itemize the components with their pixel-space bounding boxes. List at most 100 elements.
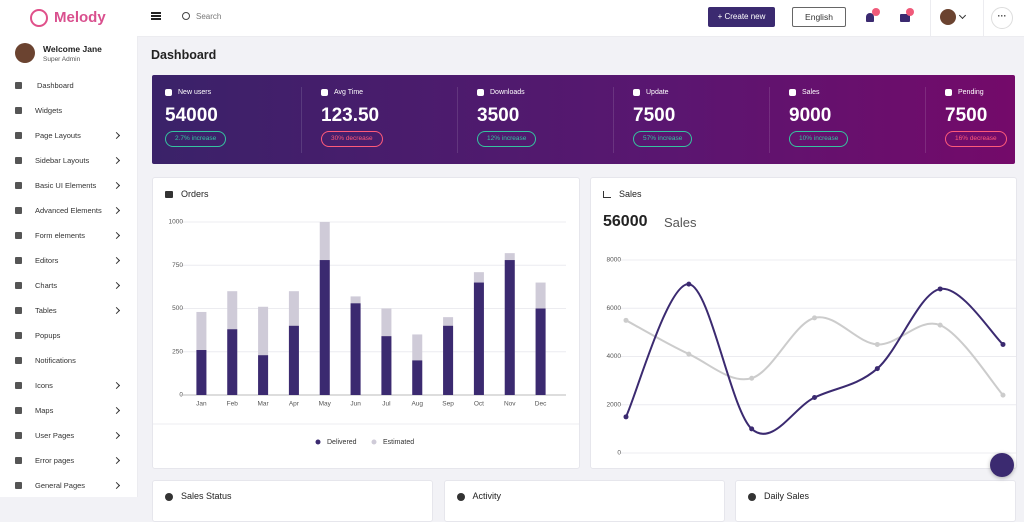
menu-icon: [15, 107, 22, 114]
y-tick-label: 2000: [607, 401, 622, 408]
menu-item[interactable]: Error pages: [0, 453, 137, 469]
menu-icon: [15, 232, 22, 239]
card-title: Orders: [181, 189, 209, 199]
x-tick-label: Jul: [382, 401, 391, 408]
bar: [258, 355, 269, 395]
stat-change: 12% increase: [477, 131, 537, 147]
divider: [983, 0, 984, 36]
menu-item[interactable]: Tables: [0, 303, 137, 319]
stat-label: Avg Time: [334, 89, 364, 96]
point: [1000, 392, 1006, 398]
menu-label: Advanced Elements: [35, 206, 102, 215]
bar: [288, 325, 299, 395]
search-input[interactable]: Search: [196, 12, 222, 21]
menu-item[interactable]: Charts: [0, 278, 137, 294]
menu-arrow: [112, 256, 121, 265]
menu-arrow: [112, 206, 121, 215]
menu-label: Form elements: [35, 231, 86, 240]
menu-item[interactable]: Page Layouts: [0, 128, 137, 144]
badge: [872, 8, 880, 16]
stat-value: 123.50: [321, 105, 380, 126]
menu-icon: [15, 282, 22, 289]
menu-item[interactable]: User Pages: [0, 428, 137, 444]
x-tick-label: Feb: [227, 401, 239, 408]
menu-item[interactable]: Popups: [0, 328, 137, 344]
logo-icon: [30, 9, 48, 27]
menu-arrow: [112, 181, 121, 190]
menu-item[interactable]: Icons: [0, 378, 137, 394]
menu-arrow: [112, 281, 121, 290]
fab[interactable]: [990, 453, 1014, 477]
card-icon: [456, 493, 465, 501]
menu-item[interactable]: Editors: [0, 253, 137, 269]
menu-arrow: [112, 231, 121, 240]
x-tick-label: May: [319, 401, 332, 408]
point: [874, 341, 880, 347]
point: [1000, 341, 1006, 347]
bar: [535, 308, 546, 395]
menu-label: Sidebar Layouts: [35, 156, 90, 165]
menu-item[interactable]: Widgets: [0, 103, 137, 119]
menu-item[interactable]: Maps: [0, 403, 137, 419]
menu-label: Icons: [35, 381, 53, 390]
bell[interactable]: [866, 13, 874, 22]
menu-item[interactable]: Form elements: [0, 228, 137, 244]
menu-arrow: [112, 381, 121, 390]
point: [686, 351, 692, 357]
card-title: Activity: [472, 491, 502, 501]
stat-icon: [321, 89, 328, 96]
x-tick-label: Jan: [196, 401, 207, 408]
menu-arrow: [112, 131, 121, 140]
menu-icon: [15, 382, 22, 389]
menu-toggle[interactable]: [151, 12, 161, 20]
stat-value: 3500: [477, 105, 520, 126]
y-tick-label: 250: [172, 348, 183, 355]
menu-item[interactable]: Basic UI Elements: [0, 178, 137, 194]
x-tick-label: Aug: [411, 401, 423, 408]
bar: [443, 325, 454, 395]
sales-total: 56000: [603, 213, 648, 230]
y-tick-label: 1000: [169, 219, 184, 226]
bar: [504, 260, 515, 395]
bar: [319, 260, 330, 395]
avatar[interactable]: [940, 9, 956, 25]
stat-value: 7500: [633, 105, 676, 126]
stat-separator: [769, 87, 770, 153]
stat-change: 57% increase: [633, 131, 693, 147]
stat-change: 10% increase: [789, 131, 849, 147]
menu-item[interactable]: Notifications: [0, 353, 137, 369]
menu-label: Charts: [35, 281, 58, 290]
point: [749, 375, 755, 381]
menu-item[interactable]: Dashboard: [0, 78, 137, 94]
legend-swatch: [371, 439, 377, 445]
menu-icon: [15, 482, 22, 489]
menu-item[interactable]: Sidebar Layouts: [0, 153, 137, 169]
stat-value: 54000: [165, 105, 218, 126]
stat-icon: [633, 89, 640, 96]
stat-label: New users: [178, 89, 212, 96]
y-tick-label: 6000: [607, 305, 622, 312]
chevron: [958, 11, 967, 20]
point: [812, 395, 817, 401]
stat-icon: [945, 89, 952, 96]
bar: [412, 360, 423, 395]
menu-arrow: [112, 156, 121, 165]
orders-chart: 02505007501000JanFebMarAprMayJunJulAugSe…: [153, 219, 579, 446]
y-tick-label: 0: [617, 450, 621, 457]
menu-arrow: [112, 431, 121, 440]
menu-item[interactable]: General Pages: [0, 478, 137, 494]
user-greeting: Welcome Jane: [43, 44, 102, 54]
mail[interactable]: [900, 14, 910, 22]
more-button[interactable]: ···: [991, 7, 1013, 29]
menu-icon: [15, 457, 22, 464]
create-button[interactable]: + Create new: [708, 7, 775, 27]
menu-arrow: [112, 406, 121, 415]
menu-label: Maps: [35, 406, 54, 415]
menu-icon: [15, 332, 22, 339]
user-avatar: [15, 43, 35, 63]
menu-item[interactable]: Advanced Elements: [0, 203, 137, 219]
topbar: [137, 0, 1024, 37]
legend-label: Delivered: [327, 439, 357, 446]
language-select[interactable]: English: [792, 7, 846, 27]
